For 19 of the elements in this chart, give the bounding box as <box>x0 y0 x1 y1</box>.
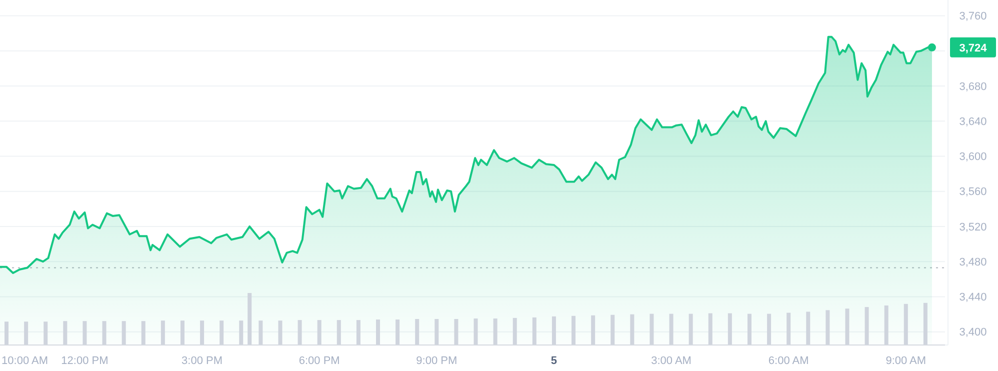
x-tick-label: 9:00 PM <box>416 354 458 367</box>
x-tick-label: 6:00 AM <box>768 354 809 367</box>
x-tick-label: 3:00 AM <box>651 354 692 367</box>
annotation: 3,724 <box>959 42 988 54</box>
x-tick-label: 9:00 AM <box>886 354 926 367</box>
y-tick-label: 3,640 <box>959 116 987 128</box>
x-tick-label: 10:00 AM <box>2 354 48 367</box>
x-tick-label: 12:00 PM <box>61 354 108 367</box>
y-tick-label: 3,520 <box>959 221 987 234</box>
y-tick-label: 3,440 <box>959 292 987 304</box>
y-tick-label: 3,400 <box>959 326 987 339</box>
y-tick-label: 3,680 <box>959 80 987 93</box>
y-tick-label: 3,480 <box>959 256 987 268</box>
y-tick-label: 3,600 <box>959 151 987 164</box>
y-tick-label: 3,760 <box>959 10 987 23</box>
x-tick-label: 5 <box>550 354 558 367</box>
x-tick-label: 6:00 PM <box>298 354 340 367</box>
y-tick-label: 3,560 <box>959 186 987 198</box>
x-tick-label: 3:00 PM <box>182 354 223 367</box>
